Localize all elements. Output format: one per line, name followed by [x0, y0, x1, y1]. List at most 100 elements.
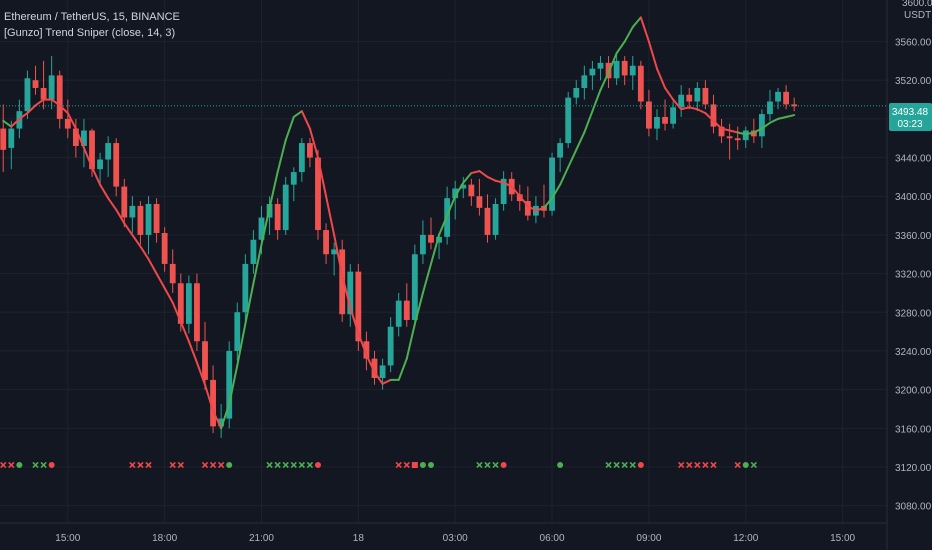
candle-body — [460, 184, 467, 189]
trend-segment — [91, 166, 102, 186]
signal-cross — [129, 461, 136, 469]
candle-body — [637, 65, 644, 102]
candle-body — [589, 68, 596, 76]
trend-segment — [123, 222, 134, 236]
candle — [153, 198, 160, 243]
price-axis-currency: USDT — [904, 10, 931, 21]
candle-body — [64, 118, 71, 129]
candle — [403, 283, 410, 327]
trend-segment — [268, 171, 279, 209]
candle-body — [194, 283, 200, 342]
candle-body — [557, 143, 564, 158]
signal-cross — [613, 461, 620, 469]
candle-body — [403, 300, 410, 320]
trend-segment — [655, 67, 667, 89]
signal-dot — [419, 461, 426, 468]
indicator-title[interactable]: [Gunzo] Trend Sniper (close, 14, 3) — [4, 27, 176, 39]
candle — [331, 242, 338, 276]
signal-dot — [427, 461, 434, 468]
last-price-tag-box — [889, 103, 932, 131]
grid-lines — [0, 0, 887, 523]
candle-body — [315, 157, 321, 231]
trend-segment — [752, 127, 763, 134]
trend-segment — [187, 340, 198, 364]
trend-segment — [26, 104, 37, 115]
trend-segment — [429, 233, 441, 265]
candle — [274, 198, 281, 240]
time-axis-labels: 15:00 18:00 21:00 18 03:00 06:00 09:00 12:00 15:… — [55, 533, 855, 544]
candle-body — [8, 128, 15, 148]
trend-segment — [228, 364, 239, 406]
time-axis[interactable]: 15:00 18:00 21:00 18 03:00 06:00 09:00 12:00 15:… — [0, 522, 887, 544]
candle-body — [734, 138, 741, 141]
candle — [783, 85, 790, 110]
candle — [387, 317, 394, 373]
candle — [355, 263, 362, 351]
candle — [686, 87, 693, 110]
trend-segment — [672, 98, 683, 111]
trend-segment — [50, 98, 61, 107]
trend-segment — [284, 115, 295, 142]
candle-body — [476, 196, 483, 208]
trend-segment — [680, 106, 691, 111]
trend-segment — [591, 88, 602, 113]
trend-segment — [712, 119, 723, 130]
candle — [129, 196, 136, 233]
candle — [234, 302, 241, 361]
signal-square — [411, 461, 418, 468]
candle — [468, 178, 475, 206]
last-price-tag: 3493.48 03:23 — [889, 103, 932, 131]
signal-cross — [32, 461, 39, 469]
candle-body — [210, 379, 216, 427]
candle-body — [121, 186, 128, 218]
candle-body — [153, 203, 160, 233]
candle-body — [597, 62, 604, 69]
trend-segment — [534, 206, 545, 212]
candle-body — [97, 159, 103, 170]
trend-segment — [704, 112, 715, 122]
candle-body — [113, 143, 120, 187]
trend-segment — [99, 183, 110, 200]
trend-segment — [470, 170, 481, 175]
candle — [524, 186, 531, 221]
trend-segment — [316, 156, 328, 198]
candle-body — [226, 350, 233, 419]
candle — [411, 244, 418, 327]
candle-body — [492, 203, 499, 235]
candle-body — [81, 130, 87, 146]
trend-segment — [744, 131, 755, 136]
trend-segment — [462, 172, 473, 184]
candle — [307, 138, 313, 168]
candle-body — [452, 188, 459, 199]
signal-dot — [742, 461, 749, 468]
candle — [767, 89, 773, 121]
signal-cross — [0, 461, 7, 469]
candle — [347, 263, 354, 327]
trend-segment — [607, 52, 618, 74]
signal-cross — [145, 461, 152, 469]
trend-segment — [664, 86, 675, 101]
symbol-title[interactable]: Ethereum / TetherUS, 15, BINANCE — [4, 11, 180, 23]
trend-segment — [446, 195, 457, 217]
trend-segment — [381, 378, 392, 385]
signal-dot — [637, 461, 644, 468]
candle — [250, 230, 257, 274]
signal-dot — [314, 461, 321, 468]
price-tick-label: 3280.00 — [895, 308, 932, 319]
trend-segment — [720, 127, 731, 132]
candle-body — [629, 65, 636, 76]
candle-body — [379, 365, 386, 378]
candle-body — [290, 172, 297, 185]
candle — [202, 321, 208, 390]
candle-body — [323, 230, 329, 255]
trend-segment — [139, 245, 150, 261]
trend-segment — [688, 106, 699, 111]
last-price-value: 3493.48 — [892, 107, 929, 118]
trend-segment — [220, 403, 231, 430]
candle-body — [581, 75, 588, 88]
countdown-value: 03:23 — [897, 119, 922, 130]
price-tick-label: 3320.00 — [895, 270, 932, 281]
candle-body — [307, 143, 313, 158]
chart-legend: Ethereum / TetherUS, 15, BINANCE [Gunzo]… — [4, 9, 180, 41]
